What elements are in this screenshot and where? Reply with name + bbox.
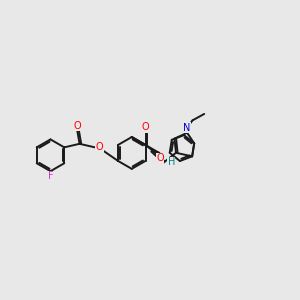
Text: O: O (74, 121, 81, 130)
Text: O: O (156, 153, 164, 163)
Text: N: N (183, 123, 190, 133)
Text: O: O (96, 142, 104, 152)
Text: H: H (168, 157, 175, 167)
Text: O: O (142, 122, 149, 132)
Text: F: F (48, 171, 53, 181)
